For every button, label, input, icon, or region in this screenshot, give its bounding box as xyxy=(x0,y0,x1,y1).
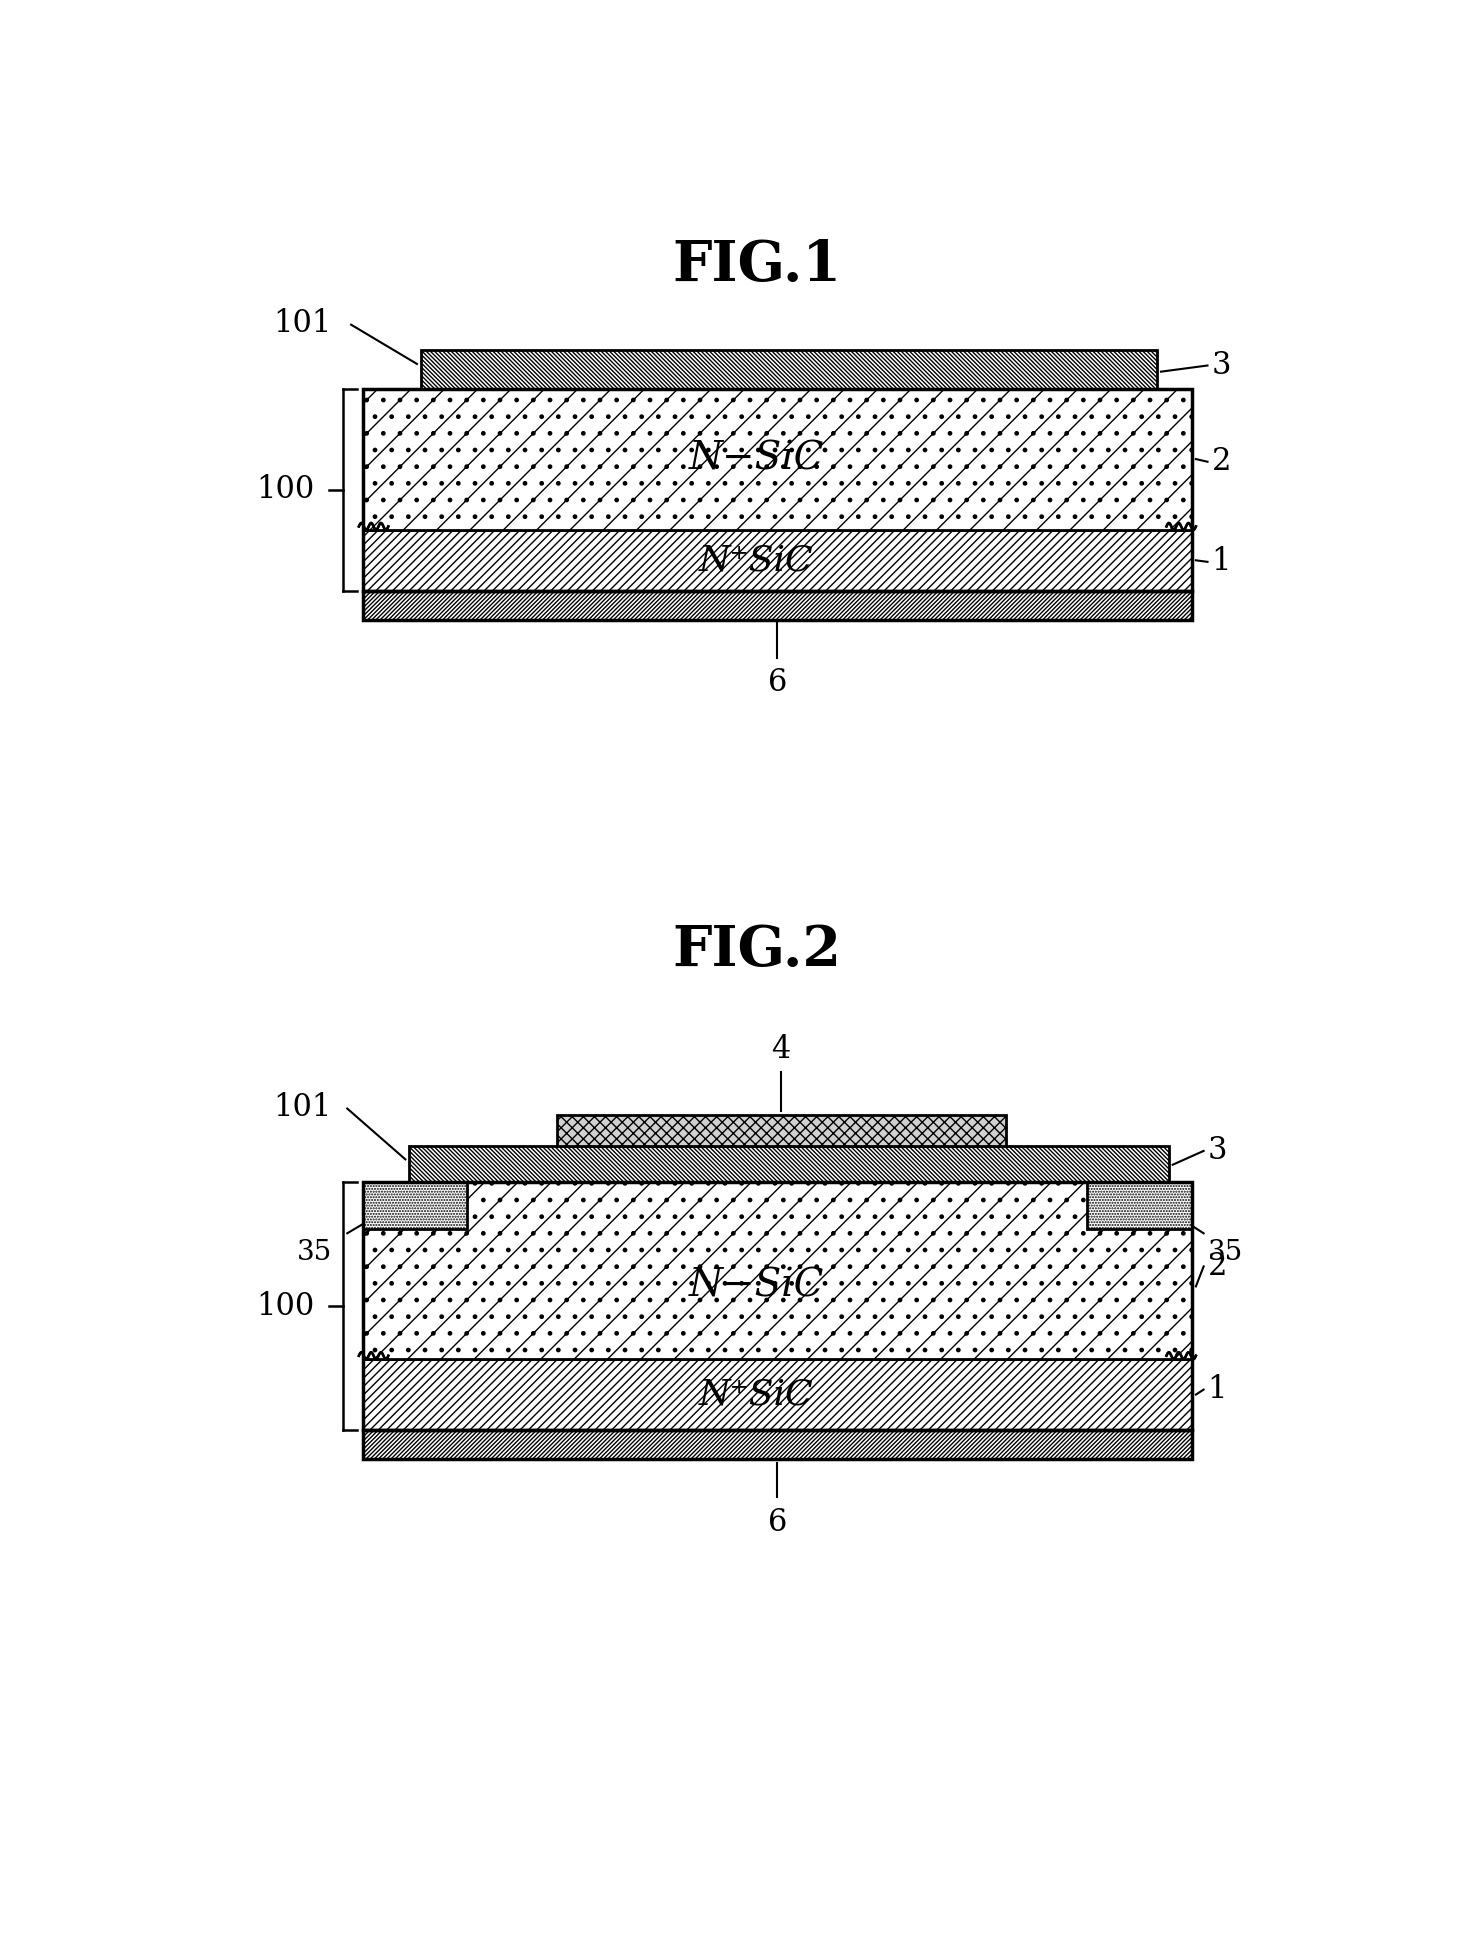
Polygon shape xyxy=(1088,1181,1193,1230)
Text: FIG.2: FIG.2 xyxy=(672,923,841,978)
Text: 100: 100 xyxy=(257,1290,314,1322)
Text: 101: 101 xyxy=(273,307,332,338)
Text: 1: 1 xyxy=(1212,545,1231,577)
Polygon shape xyxy=(556,1114,1007,1146)
Polygon shape xyxy=(363,1431,1193,1458)
Text: 1: 1 xyxy=(1207,1374,1227,1406)
Polygon shape xyxy=(363,530,1193,590)
Text: 35: 35 xyxy=(1207,1239,1243,1265)
Polygon shape xyxy=(363,1181,1193,1359)
Text: 3: 3 xyxy=(1207,1136,1227,1167)
Polygon shape xyxy=(421,350,1157,389)
Text: 4: 4 xyxy=(772,1034,791,1065)
Text: N−SiC: N−SiC xyxy=(689,440,824,477)
Text: 6: 6 xyxy=(768,667,787,698)
Text: N−SiC: N−SiC xyxy=(689,1269,824,1304)
Text: 101: 101 xyxy=(273,1091,332,1122)
Polygon shape xyxy=(363,1359,1193,1431)
Text: 100: 100 xyxy=(257,475,314,504)
Text: 2: 2 xyxy=(1212,446,1231,477)
Polygon shape xyxy=(363,389,1193,530)
Text: 2: 2 xyxy=(1207,1251,1227,1282)
Text: N⁺SiC: N⁺SiC xyxy=(700,543,813,577)
Polygon shape xyxy=(363,1181,468,1230)
Polygon shape xyxy=(409,1146,1169,1181)
Text: FIG.1: FIG.1 xyxy=(672,239,841,293)
Text: 35: 35 xyxy=(297,1239,332,1265)
Text: 3: 3 xyxy=(1212,350,1231,381)
Text: N⁺SiC: N⁺SiC xyxy=(700,1378,813,1412)
Polygon shape xyxy=(363,590,1193,620)
Text: 6: 6 xyxy=(768,1507,787,1539)
